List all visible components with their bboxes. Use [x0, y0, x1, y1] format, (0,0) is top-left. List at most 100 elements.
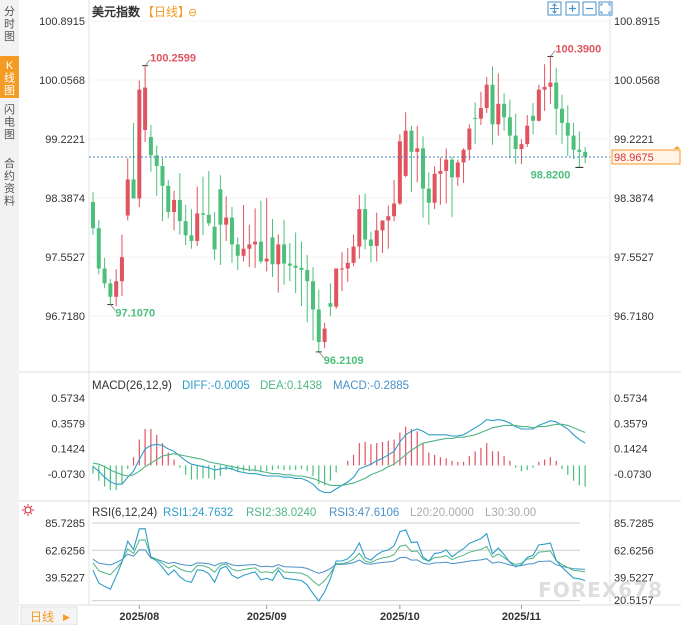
period-toggle-icon[interactable]: ⊖ — [188, 7, 197, 19]
macd-tick-left: 0.5734 — [51, 393, 85, 405]
candle-body — [577, 149, 582, 152]
candle-body — [374, 230, 379, 246]
period-badge[interactable]: 【日线】 — [142, 5, 190, 19]
side-tab-label-char: 资 — [4, 182, 15, 195]
side-tab-label-char: 约 — [4, 170, 15, 183]
candle-body — [397, 141, 402, 204]
candle-body — [247, 244, 252, 249]
extreme-label-min1: 97.1070 — [115, 308, 155, 320]
candle-body — [421, 148, 426, 189]
candle-body — [502, 103, 507, 118]
candle-body — [108, 283, 113, 297]
candle-body — [415, 148, 420, 152]
rsi-tick-right: 85.7285 — [614, 518, 654, 530]
candle-body — [137, 89, 142, 199]
candle-body — [299, 267, 304, 270]
zoom-out-icon[interactable] — [582, 1, 597, 16]
extreme-label-max1: 100.2599 — [150, 53, 196, 65]
period-select-label: 日线 — [30, 610, 54, 624]
extreme-leader — [550, 50, 556, 57]
candle-body — [357, 209, 362, 247]
candle-body — [224, 217, 229, 225]
candle-body — [270, 237, 275, 265]
candle-body — [455, 162, 460, 178]
candle-body — [293, 265, 298, 268]
candle-body — [507, 117, 512, 136]
candle-body — [154, 155, 159, 167]
candle-body — [432, 173, 437, 203]
macd-dea-line — [92, 423, 586, 486]
rsi3-line — [92, 549, 586, 574]
candle-body — [264, 258, 269, 262]
candle-body — [311, 281, 316, 310]
side-tab-label-char: K — [6, 60, 14, 72]
rsi-pane: 85.7285 85.7285 62.6256 62.6256 39.5227 39.52… — [45, 518, 654, 607]
candle-body — [131, 179, 136, 199]
candle-body — [212, 226, 217, 250]
candle-body — [143, 87, 148, 130]
rsi-legend-rsi2: RSI2:38.0240 — [246, 507, 316, 519]
price-alert-icon — [674, 145, 680, 149]
candle-body — [565, 122, 570, 136]
candle-body — [339, 268, 344, 270]
candle-body — [583, 151, 588, 157]
candle-body — [172, 199, 177, 212]
extreme-leader — [144, 59, 151, 66]
candle-body — [229, 217, 234, 245]
period-dropdown-arrow-icon[interactable]: ▶ — [63, 612, 70, 622]
candle-body — [461, 149, 466, 163]
macd-title: MACD(26,12,9) — [92, 380, 172, 392]
move-icon[interactable] — [547, 1, 562, 16]
candle-body — [519, 144, 524, 150]
side-tab-3[interactable] — [0, 154, 19, 214]
candle-body — [392, 203, 397, 217]
price-annotations: 98.9675 100.2599 97.1070 96.2109 100.3900 98.… — [89, 43, 681, 367]
candle-body — [571, 135, 576, 150]
price-tick-right: 100.8915 — [614, 16, 660, 28]
candlestick-series — [91, 56, 588, 352]
period-select-button[interactable] — [20, 606, 78, 625]
price-tick-right: 96.7180 — [614, 311, 654, 323]
settings-icon[interactable] — [22, 504, 34, 516]
zoom-in-icon[interactable] — [565, 1, 580, 16]
candle-body — [525, 125, 530, 145]
candle-body — [96, 228, 101, 269]
candle-body — [559, 108, 564, 123]
side-tab-label-char: 线 — [4, 71, 15, 85]
candle-body — [148, 137, 153, 156]
side-tab-label-char: 图 — [4, 128, 15, 141]
candle-body — [206, 214, 211, 224]
candle-body — [305, 269, 310, 282]
macd-diff-line — [92, 419, 586, 494]
candle-body — [189, 235, 194, 241]
macd-legend-macd: MACD:-0.2885 — [333, 380, 409, 392]
extreme-label-max2: 100.3900 — [555, 43, 601, 55]
rsi-tick-left: 85.7285 — [45, 518, 85, 530]
side-tab-label-char: 时 — [4, 18, 15, 31]
side-tab-1[interactable] — [0, 56, 19, 98]
macd-tick-left: -0.0730 — [48, 469, 85, 481]
macd-legend-dea: DEA:0.1438 — [260, 380, 322, 392]
candle-body — [345, 262, 350, 269]
candle-body — [114, 281, 119, 297]
candle-body — [444, 159, 449, 171]
current-price-tag — [611, 149, 681, 165]
extreme-label-min2: 96.2109 — [324, 355, 364, 367]
rsi-title: RSI(6,12,24) — [92, 507, 157, 519]
candle-body — [554, 82, 559, 109]
extreme-label-min3: 98.8200 — [531, 169, 571, 181]
macd-tick-right: 0.1424 — [614, 444, 648, 456]
rsi-tick-right: 62.6256 — [614, 545, 654, 557]
price-tick-right: 100.0568 — [614, 75, 660, 87]
main-grid — [89, 20, 610, 317]
fullscreen-icon[interactable] — [598, 1, 613, 16]
price-tick-right: 97.5527 — [614, 252, 654, 264]
candle-body — [403, 130, 408, 176]
side-tab-label-char: 图 — [4, 84, 15, 97]
macd-pane: 0.5734 0.5734 0.3579 0.3579 0.1424 0.1424 -0.0… — [48, 393, 651, 494]
side-tab-0[interactable] — [0, 2, 19, 54]
candle-body — [316, 309, 321, 343]
side-tab-2[interactable] — [0, 100, 19, 152]
